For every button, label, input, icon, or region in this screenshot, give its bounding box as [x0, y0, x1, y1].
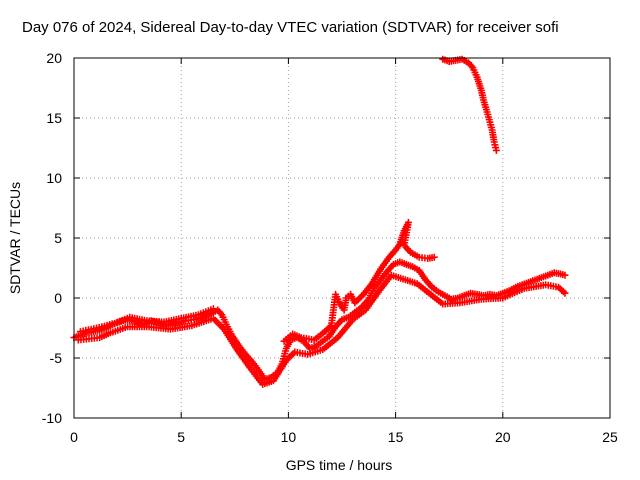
y-tick-labels: -10 -5 0 5 10 15 20	[42, 50, 62, 426]
data-points	[70, 55, 569, 388]
x-axis-label: GPS time / hours	[286, 457, 393, 473]
data-point	[561, 271, 569, 279]
y-tick-label: 0	[54, 290, 62, 306]
y-tick-label: 5	[54, 230, 62, 246]
chart-title: Day 076 of 2024, Sidereal Day-to-day VTE…	[22, 19, 559, 36]
series-upper-branch	[76, 218, 438, 345]
x-tick-label: 10	[281, 429, 297, 445]
grid	[74, 58, 610, 418]
x-tick-label: 15	[388, 429, 404, 445]
data-point	[492, 146, 500, 154]
plot-frame	[73, 57, 611, 419]
y-tick-label: 10	[46, 170, 62, 186]
y-tick-label: -5	[50, 350, 63, 366]
data-point	[430, 253, 438, 261]
x-tick-label: 5	[177, 429, 185, 445]
y-tick-label: 15	[46, 110, 62, 126]
y-axis-label: SDTVAR / TECUs	[7, 182, 23, 294]
x-tick-label: 0	[70, 429, 78, 445]
series-lower-branch	[74, 271, 569, 388]
x-tick-labels: 0 5 10 15 20 25	[70, 429, 618, 445]
y-tick-label: 20	[46, 50, 62, 66]
data-point	[561, 289, 569, 297]
series-high-segment	[439, 55, 500, 154]
x-tick-label: 25	[602, 429, 618, 445]
data-point	[209, 305, 217, 313]
y-tick-label: -10	[42, 410, 62, 426]
x-tick-label: 20	[495, 429, 511, 445]
